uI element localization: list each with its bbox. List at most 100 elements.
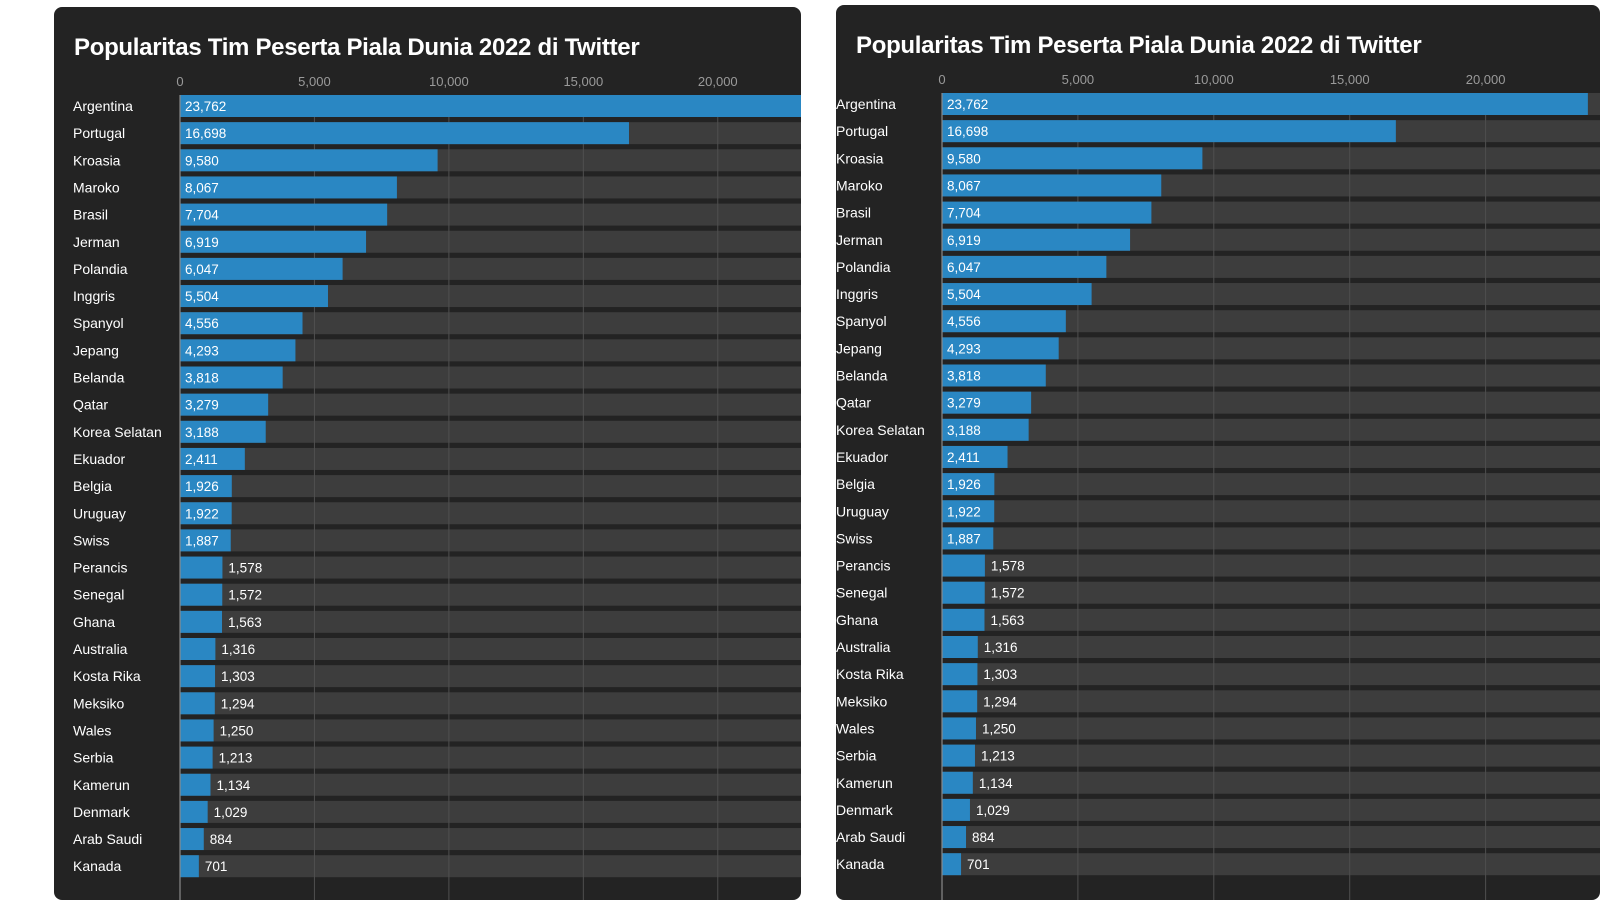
category-label: Polandia: [73, 261, 128, 277]
bar: [942, 771, 973, 794]
category-label: Perancis: [73, 560, 127, 576]
bar: [180, 122, 629, 145]
row-track: [180, 855, 801, 878]
bar: [942, 527, 994, 550]
category-label: Serbia: [73, 750, 114, 766]
row-track: [942, 255, 1600, 278]
bar: [942, 418, 1029, 441]
bar-chart-left: 0 5,000 10,000 15,000 20,000 Argentina 23,762 P…: [73, 74, 801, 900]
row-track: [180, 746, 801, 769]
data-label: 1,303: [983, 667, 1017, 682]
row-track: [180, 312, 801, 335]
category-label: Belanda: [836, 368, 888, 384]
category-label: Brasil: [836, 205, 871, 221]
category-label: Maroko: [73, 179, 120, 195]
category-label: Senegal: [836, 585, 887, 601]
category-label: Ekuador: [73, 451, 125, 467]
row-track: [180, 800, 801, 823]
category-label: Brasil: [73, 207, 108, 223]
bar: [942, 663, 978, 686]
row-track: [180, 502, 801, 525]
x-tick-label: 15,000: [563, 74, 603, 89]
bar: [942, 744, 975, 767]
row-track: [180, 583, 801, 606]
bar: [180, 285, 328, 308]
data-label: 2,411: [185, 452, 218, 467]
data-label: 5,504: [185, 289, 219, 304]
category-label: Meksiko: [836, 693, 888, 709]
data-label: 1,294: [221, 696, 255, 711]
row-track: [942, 771, 1600, 794]
category-label: Spanyol: [836, 313, 887, 329]
data-label: 1,213: [981, 749, 1015, 764]
x-tick-label: 5,000: [1062, 72, 1095, 87]
bar: [942, 500, 995, 523]
data-label: 9,580: [947, 151, 981, 166]
chart-panel-left: Popularitas Tim Peserta Piala Dunia 2022…: [54, 7, 801, 900]
row-track: [942, 608, 1600, 631]
x-tick-label: 10,000: [429, 74, 469, 89]
bar: [942, 798, 970, 821]
category-label: Kosta Rika: [73, 668, 141, 684]
category-label: Australia: [836, 639, 891, 655]
category-label: Korea Selatan: [73, 424, 162, 440]
row-track: [942, 636, 1600, 658]
data-label: 884: [210, 832, 233, 847]
x-tick-label: 20,000: [1466, 72, 1506, 87]
bar: [180, 447, 245, 470]
bar: [180, 230, 367, 253]
category-label: Kosta Rika: [836, 666, 904, 682]
category-label: Uruguay: [836, 503, 889, 519]
category-label: Uruguay: [73, 505, 126, 521]
chart-title: Popularitas Tim Peserta Piala Dunia 2022…: [74, 34, 640, 61]
data-label: 1,316: [221, 642, 255, 657]
row-track: [942, 445, 1600, 468]
category-label: Jerman: [73, 234, 120, 250]
row-track: [180, 339, 801, 362]
data-label: 1,887: [185, 533, 219, 548]
bar: [942, 201, 1152, 224]
category-label: Swiss: [73, 532, 110, 548]
row-track: [942, 581, 1600, 604]
row-track: [942, 310, 1600, 333]
bar: [942, 120, 1396, 143]
data-label: 1,563: [228, 615, 262, 630]
data-label: 1,572: [991, 586, 1025, 601]
data-label: 7,704: [947, 206, 981, 221]
row-track: [942, 663, 1600, 686]
category-label: Spanyol: [73, 315, 124, 331]
data-label: 1,213: [219, 751, 253, 766]
row-track: [180, 692, 801, 715]
row-track: [180, 610, 801, 633]
category-label: Kanada: [836, 856, 884, 872]
row-track: [942, 418, 1600, 441]
data-label: 8,067: [947, 178, 981, 193]
row-track: [942, 717, 1600, 740]
row-track: [942, 826, 1600, 849]
bar: [942, 310, 1066, 333]
category-label: Polandia: [836, 259, 891, 275]
data-label: 3,818: [947, 369, 981, 384]
data-label: 1,887: [947, 531, 981, 546]
data-label: 16,698: [947, 124, 988, 139]
bar: [180, 583, 223, 606]
bar: [180, 719, 214, 742]
data-label: 3,279: [185, 398, 219, 413]
data-label: 1,294: [983, 694, 1017, 709]
row-track: [942, 500, 1600, 523]
row-track: [180, 285, 801, 308]
category-label: Wales: [73, 722, 111, 738]
row-track: [180, 665, 801, 688]
data-label: 1,578: [228, 561, 262, 576]
data-label: 1,134: [979, 776, 1013, 791]
bar: [180, 257, 343, 280]
bar: [942, 364, 1046, 387]
bar: [942, 391, 1032, 414]
data-label: 6,047: [185, 262, 219, 277]
bar: [180, 828, 204, 851]
row-track: [180, 529, 801, 552]
category-label: Wales: [836, 720, 874, 736]
bar: [180, 339, 296, 362]
data-label: 6,919: [185, 235, 219, 250]
row-track: [180, 719, 801, 742]
